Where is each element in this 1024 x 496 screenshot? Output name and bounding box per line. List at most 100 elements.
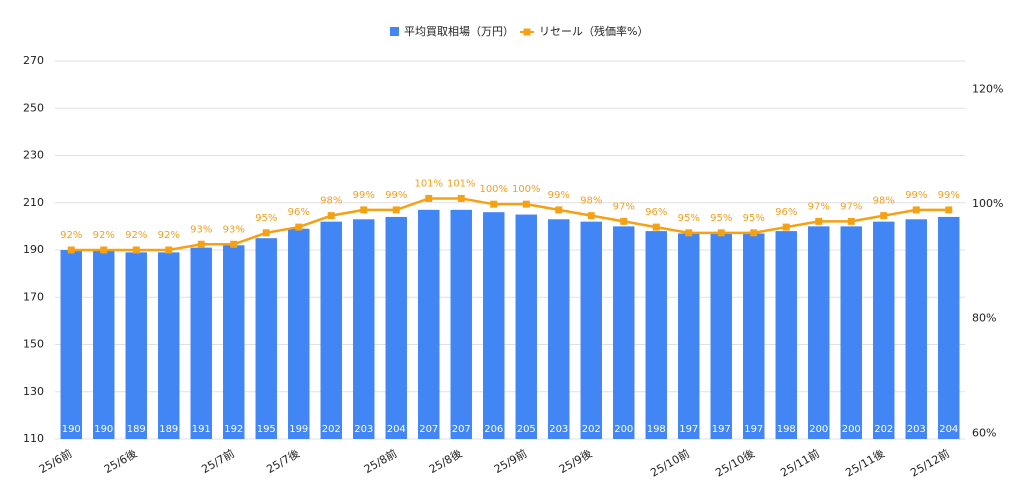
bar xyxy=(873,221,895,439)
line-point xyxy=(847,217,855,225)
line-point xyxy=(262,229,270,237)
x-tick-label: 25/12前 xyxy=(908,446,952,479)
legend-label: リセール（残価率%） xyxy=(539,24,648,38)
x-tick-label: 25/11後 xyxy=(843,446,887,479)
line-value-label: 92% xyxy=(60,230,82,241)
line-value-label: 98% xyxy=(580,196,602,207)
bar-value-label: 189 xyxy=(159,424,178,435)
line-value-label: 99% xyxy=(905,190,927,201)
legend-swatch xyxy=(390,27,399,36)
line-value-label: 95% xyxy=(678,213,700,224)
bar-value-label: 198 xyxy=(777,424,796,435)
bar-value-label: 207 xyxy=(452,424,471,435)
bar xyxy=(938,216,960,439)
line-point xyxy=(782,223,790,231)
line-value-label: 95% xyxy=(710,213,732,224)
line-value-label: 99% xyxy=(353,190,375,201)
line-point xyxy=(750,229,758,237)
line-point xyxy=(67,246,75,254)
line-point xyxy=(717,229,725,237)
bar xyxy=(840,226,862,439)
line-point xyxy=(587,212,595,220)
line-point xyxy=(815,217,823,225)
bar-value-label: 203 xyxy=(549,424,568,435)
line-value-label: 92% xyxy=(93,230,115,241)
bar-value-label: 189 xyxy=(127,424,146,435)
line-value-label: 96% xyxy=(775,207,797,218)
x-tick-label: 25/10後 xyxy=(713,446,757,479)
bar xyxy=(93,250,115,439)
line-value-label: 92% xyxy=(158,230,180,241)
line-point xyxy=(945,206,953,214)
bar xyxy=(158,252,180,439)
line-point xyxy=(197,240,205,248)
bar-value-label: 195 xyxy=(257,424,276,435)
line-point xyxy=(522,200,530,208)
line-value-label: 93% xyxy=(190,224,212,235)
line-point xyxy=(425,194,433,202)
line-value-label: 99% xyxy=(385,190,407,201)
line-value-label: 98% xyxy=(320,196,342,207)
line-point xyxy=(555,206,563,214)
y-tick-label: 110 xyxy=(23,432,44,445)
bar xyxy=(808,226,830,439)
bar-value-label: 200 xyxy=(614,424,633,435)
line-point xyxy=(912,206,920,214)
bar-value-label: 197 xyxy=(744,424,763,435)
bar-value-label: 202 xyxy=(322,424,341,435)
bar xyxy=(678,233,700,439)
y-tick-label: 170 xyxy=(23,290,44,303)
bar xyxy=(190,247,212,439)
bar xyxy=(515,214,537,439)
line-point xyxy=(132,246,140,254)
line-point xyxy=(360,206,368,214)
bar xyxy=(450,209,472,439)
line-value-label: 96% xyxy=(288,207,310,218)
line-point xyxy=(392,206,400,214)
y2-tick-label: 60% xyxy=(972,426,996,439)
line-point xyxy=(100,246,108,254)
line-value-label: 92% xyxy=(125,230,147,241)
line-value-label: 95% xyxy=(743,213,765,224)
y2-tick-label: 80% xyxy=(972,312,996,325)
x-tick-label: 25/7前 xyxy=(199,446,237,476)
bar-value-label: 203 xyxy=(907,424,926,435)
y-tick-label: 190 xyxy=(23,243,44,256)
y-tick-label: 270 xyxy=(23,54,44,67)
x-tick-label: 25/8後 xyxy=(426,446,464,476)
bar-value-label: 204 xyxy=(387,424,406,435)
x-tick-label: 25/9前 xyxy=(491,446,529,476)
bar-value-label: 192 xyxy=(224,424,243,435)
line-value-label: 100% xyxy=(479,184,508,195)
x-tick-label: 25/9後 xyxy=(556,446,594,476)
line-point xyxy=(230,240,238,248)
y-tick-label: 150 xyxy=(23,338,44,351)
bar-value-label: 206 xyxy=(484,424,503,435)
line-point xyxy=(880,212,888,220)
bar xyxy=(125,252,147,439)
line-value-label: 97% xyxy=(808,201,830,212)
bar-value-label: 197 xyxy=(712,424,731,435)
y-tick-label: 210 xyxy=(23,196,44,209)
line-value-label: 101% xyxy=(447,178,476,189)
x-tick-label: 25/6前 xyxy=(36,446,74,476)
bar xyxy=(223,245,245,439)
bar-value-label: 200 xyxy=(842,424,861,435)
bar xyxy=(710,233,732,439)
bar xyxy=(60,250,82,439)
bar xyxy=(255,238,277,439)
bar xyxy=(418,209,440,439)
line-value-label: 97% xyxy=(840,201,862,212)
line-value-label: 100% xyxy=(512,184,541,195)
bar-value-label: 202 xyxy=(582,424,601,435)
line-value-label: 95% xyxy=(255,213,277,224)
bar-value-label: 190 xyxy=(94,424,113,435)
bar xyxy=(613,226,635,439)
y-tick-label: 250 xyxy=(23,101,44,114)
line-point xyxy=(165,246,173,254)
bar-value-label: 203 xyxy=(354,424,373,435)
line-value-label: 101% xyxy=(414,178,443,189)
legend-swatch xyxy=(523,28,531,36)
line-point xyxy=(620,217,628,225)
